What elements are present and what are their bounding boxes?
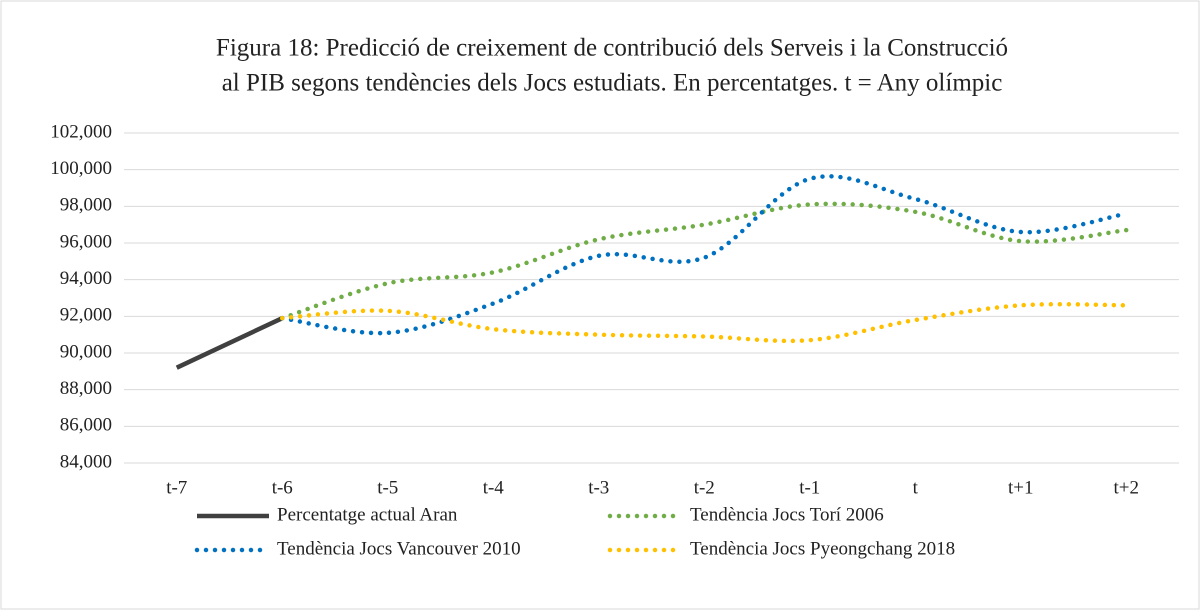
legend-label: Tendència Jocs Torí 2006 xyxy=(690,504,884,525)
x-tick-label: t+1 xyxy=(1008,477,1034,498)
legend-label: Tendència Jocs Vancouver 2010 xyxy=(277,538,521,559)
y-tick-label: 94,000 xyxy=(60,268,112,289)
series-line xyxy=(280,174,1129,336)
chart-title: al PIB segons tendències dels Jocs estud… xyxy=(222,70,1003,97)
x-tick-label: t-5 xyxy=(377,477,398,498)
x-tick-label: t-2 xyxy=(694,477,715,498)
legend-label: Percentatge actual Aran xyxy=(277,504,458,525)
x-tick-label: t+2 xyxy=(1114,477,1140,498)
series-line xyxy=(280,201,1129,321)
x-tick-label: t-6 xyxy=(272,477,293,498)
y-tick-label: 102,000 xyxy=(50,121,112,142)
legend-label: Tendència Jocs Pyeongchang 2018 xyxy=(690,538,955,559)
y-tick-label: 88,000 xyxy=(60,378,112,399)
y-tick-label: 84,000 xyxy=(60,451,112,472)
x-tick-label: t xyxy=(913,477,919,498)
y-tick-label: 90,000 xyxy=(60,341,112,362)
x-tick-label: t-1 xyxy=(799,477,820,498)
y-tick-label: 92,000 xyxy=(60,305,112,326)
series-line xyxy=(175,316,284,370)
x-tick-label: t-4 xyxy=(483,477,505,498)
x-tick-label: t-7 xyxy=(166,477,187,498)
y-tick-label: 86,000 xyxy=(60,415,112,436)
series-line xyxy=(280,302,1129,344)
y-tick-label: 98,000 xyxy=(60,195,112,216)
chart-title: Figura 18: Predicció de creixement de co… xyxy=(216,35,1008,62)
y-tick-label: 96,000 xyxy=(60,231,112,252)
x-tick-label: t-3 xyxy=(588,477,609,498)
y-tick-label: 100,000 xyxy=(50,158,112,179)
